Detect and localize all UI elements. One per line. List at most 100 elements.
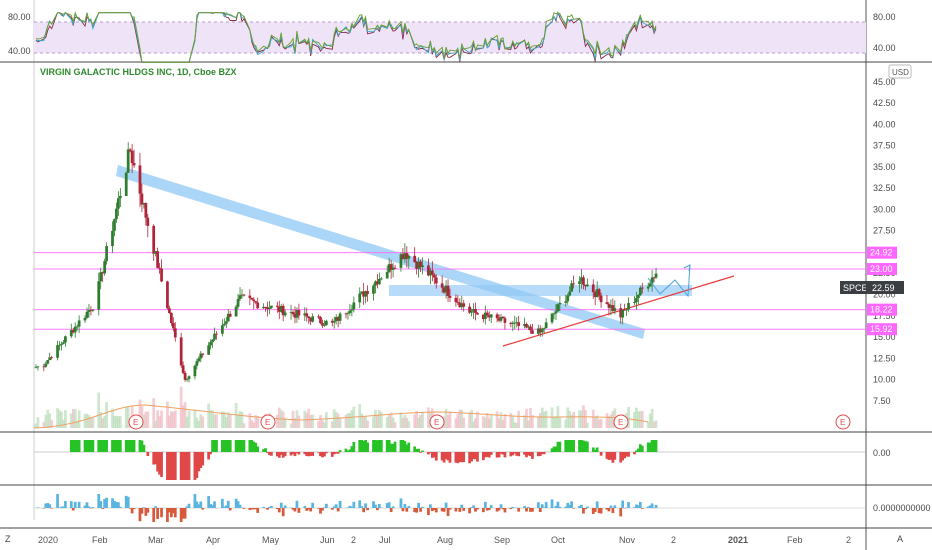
candle-body[interactable] — [623, 309, 627, 311]
candle-body[interactable] — [64, 336, 67, 343]
candle-body[interactable] — [83, 317, 87, 321]
candle-body[interactable] — [138, 165, 142, 194]
candle-body[interactable] — [195, 361, 199, 366]
candle-body[interactable] — [481, 314, 485, 320]
candle-body[interactable] — [605, 302, 609, 305]
candle-body[interactable] — [209, 342, 212, 346]
candle-body[interactable] — [142, 203, 146, 205]
candle-body[interactable] — [126, 149, 130, 173]
candle-body[interactable] — [415, 262, 419, 269]
candle-body[interactable] — [166, 281, 169, 309]
candle-body[interactable] — [193, 365, 197, 377]
candle-body[interactable] — [558, 303, 562, 305]
candle-body[interactable] — [387, 264, 391, 272]
candle-body[interactable] — [430, 270, 434, 275]
candle-body[interactable] — [169, 313, 173, 323]
candle-body[interactable] — [372, 285, 375, 294]
candle-body[interactable] — [468, 306, 471, 313]
candle-body[interactable] — [99, 272, 103, 282]
candle-body[interactable] — [609, 305, 613, 308]
earnings-marker[interactable] — [613, 414, 629, 430]
candle-body[interactable] — [554, 311, 558, 314]
candle-body[interactable] — [638, 287, 642, 295]
candle-body[interactable] — [599, 295, 603, 303]
candle-body[interactable] — [444, 285, 448, 293]
candle-body[interactable] — [511, 322, 515, 324]
candle-body[interactable] — [419, 261, 422, 267]
candle-body[interactable] — [317, 316, 320, 318]
candle-body[interactable] — [637, 294, 640, 299]
candle-body[interactable] — [228, 313, 232, 317]
candle-body[interactable] — [472, 308, 475, 312]
candle-body[interactable] — [432, 274, 436, 278]
candle-body[interactable] — [303, 313, 307, 316]
candle-body[interactable] — [640, 287, 644, 289]
candle-body[interactable] — [60, 343, 63, 345]
candle-body[interactable] — [407, 255, 411, 259]
candle-body[interactable] — [213, 333, 216, 340]
candle-body[interactable] — [248, 295, 252, 298]
candle-body[interactable] — [621, 309, 625, 318]
candle-body[interactable] — [130, 150, 134, 163]
candle-body[interactable] — [570, 283, 574, 292]
candle-body[interactable] — [536, 328, 540, 334]
candle-body[interactable] — [270, 305, 273, 308]
candle-body[interactable] — [132, 162, 136, 166]
candle-body[interactable] — [279, 305, 283, 312]
candle-body[interactable] — [168, 308, 171, 314]
candle-body[interactable] — [144, 203, 148, 218]
ascending-trendline[interactable] — [502, 275, 735, 347]
candle-body[interactable] — [275, 305, 279, 307]
candle-body[interactable] — [183, 372, 187, 380]
candle-body[interactable] — [595, 289, 599, 298]
candle-body[interactable] — [268, 307, 271, 310]
candle-body[interactable] — [117, 198, 120, 209]
candle-body[interactable] — [254, 301, 258, 303]
candle-body[interactable] — [154, 251, 158, 254]
candle-body[interactable] — [403, 253, 407, 260]
candle-body[interactable] — [36, 366, 40, 368]
candle-body[interactable] — [654, 273, 658, 278]
earnings-marker[interactable] — [128, 414, 144, 430]
candle-body[interactable] — [250, 297, 254, 300]
candle-body[interactable] — [531, 330, 534, 334]
candle-body[interactable] — [62, 342, 65, 344]
candle-body[interactable] — [352, 302, 356, 310]
candle-body[interactable] — [113, 219, 116, 231]
candle-body[interactable] — [364, 291, 367, 297]
candle-body[interactable] — [185, 378, 189, 380]
candle-body[interactable] — [75, 326, 79, 328]
candle-body[interactable] — [199, 353, 203, 359]
candle-body[interactable] — [48, 357, 52, 361]
candle-body[interactable] — [572, 283, 575, 285]
candle-body[interactable] — [646, 286, 650, 289]
candle-body[interactable] — [517, 322, 521, 326]
candle-body[interactable] — [226, 313, 230, 322]
candle-body[interactable] — [103, 261, 107, 274]
candle-body[interactable] — [460, 303, 464, 308]
candle-body[interactable] — [128, 149, 132, 151]
candle-body[interactable] — [346, 312, 350, 314]
candle-body[interactable] — [181, 365, 185, 373]
auto-scale-button[interactable]: A — [897, 534, 903, 544]
candle-body[interactable] — [264, 306, 267, 308]
candle-body[interactable] — [291, 312, 295, 314]
candle-body[interactable] — [379, 278, 383, 280]
candle-body[interactable] — [87, 310, 91, 312]
candle-body[interactable] — [476, 313, 479, 315]
macd-pane[interactable]: 0.00 — [34, 440, 891, 480]
candle-body[interactable] — [582, 277, 585, 285]
candle-body[interactable] — [401, 254, 405, 260]
candle-body[interactable] — [568, 291, 572, 296]
candle-body[interactable] — [542, 328, 546, 329]
candle-body[interactable] — [527, 326, 530, 328]
candle-body[interactable] — [448, 295, 452, 298]
candle-body[interactable] — [197, 358, 201, 362]
candle-body[interactable] — [544, 322, 548, 329]
candle-body[interactable] — [474, 308, 477, 314]
candle-body[interactable] — [158, 267, 161, 269]
candle-body[interactable] — [338, 313, 342, 321]
candle-body[interactable] — [515, 322, 519, 324]
candle-body[interactable] — [393, 267, 397, 269]
